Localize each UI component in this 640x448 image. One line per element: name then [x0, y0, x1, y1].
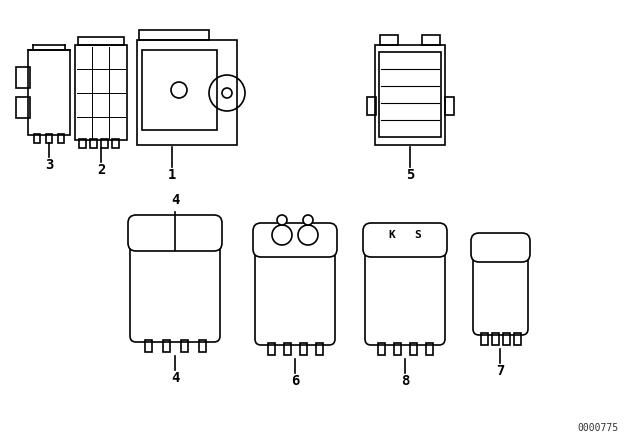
- Bar: [492, 333, 499, 345]
- Bar: [16, 97, 30, 118]
- Text: 5: 5: [406, 168, 414, 182]
- Text: 1: 1: [168, 168, 176, 182]
- Bar: [422, 35, 440, 45]
- Text: 2: 2: [97, 163, 105, 177]
- FancyBboxPatch shape: [471, 233, 530, 262]
- Text: 0000775: 0000775: [577, 423, 619, 433]
- FancyBboxPatch shape: [473, 245, 528, 335]
- Bar: [139, 30, 209, 40]
- Bar: [112, 139, 119, 148]
- Bar: [300, 343, 307, 355]
- Text: S: S: [415, 230, 421, 240]
- Bar: [163, 340, 170, 352]
- Bar: [46, 134, 52, 143]
- Bar: [199, 340, 206, 352]
- Bar: [514, 333, 521, 345]
- Circle shape: [222, 88, 232, 98]
- Bar: [394, 343, 401, 355]
- Bar: [75, 45, 127, 140]
- Bar: [378, 343, 385, 355]
- Bar: [101, 139, 108, 148]
- FancyBboxPatch shape: [363, 223, 447, 257]
- Text: 4: 4: [171, 371, 179, 385]
- Text: 8: 8: [401, 374, 409, 388]
- Bar: [137, 40, 237, 145]
- Bar: [367, 97, 376, 115]
- Bar: [426, 343, 433, 355]
- FancyBboxPatch shape: [253, 223, 337, 257]
- Bar: [410, 343, 417, 355]
- Bar: [503, 333, 510, 345]
- Text: 4: 4: [171, 193, 179, 207]
- FancyBboxPatch shape: [130, 227, 220, 342]
- Bar: [79, 139, 86, 148]
- Bar: [90, 139, 97, 148]
- FancyBboxPatch shape: [365, 235, 445, 345]
- Bar: [481, 333, 488, 345]
- Bar: [16, 67, 30, 88]
- Bar: [145, 340, 152, 352]
- Bar: [142, 50, 217, 130]
- Text: 6: 6: [291, 374, 299, 388]
- Circle shape: [303, 215, 313, 225]
- Bar: [445, 97, 454, 115]
- Bar: [34, 134, 40, 143]
- Bar: [284, 343, 291, 355]
- Text: 3: 3: [45, 158, 53, 172]
- Bar: [28, 50, 70, 135]
- Bar: [316, 343, 323, 355]
- Text: K: K: [388, 230, 396, 240]
- Bar: [379, 52, 441, 137]
- Bar: [375, 45, 445, 145]
- Bar: [268, 343, 275, 355]
- Bar: [181, 340, 188, 352]
- Circle shape: [277, 215, 287, 225]
- Text: 7: 7: [496, 364, 504, 378]
- FancyBboxPatch shape: [255, 235, 335, 345]
- FancyBboxPatch shape: [128, 215, 222, 251]
- Bar: [58, 134, 64, 143]
- Bar: [78, 37, 124, 45]
- Bar: [380, 35, 398, 45]
